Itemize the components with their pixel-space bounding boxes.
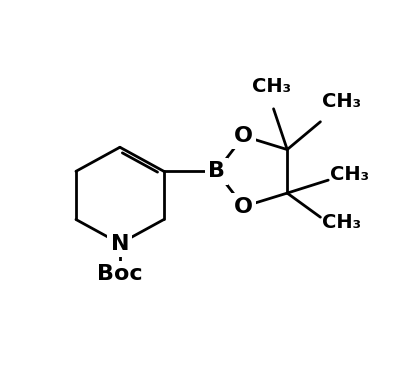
Text: CH₃: CH₃	[330, 165, 369, 184]
Text: N: N	[110, 233, 129, 253]
Text: Boc: Boc	[97, 264, 143, 284]
Text: B: B	[208, 161, 225, 181]
Text: CH₃: CH₃	[322, 92, 362, 111]
Text: O: O	[234, 197, 253, 217]
Text: CH₃: CH₃	[252, 77, 291, 96]
Text: O: O	[234, 126, 253, 146]
Text: CH₃: CH₃	[322, 213, 362, 232]
